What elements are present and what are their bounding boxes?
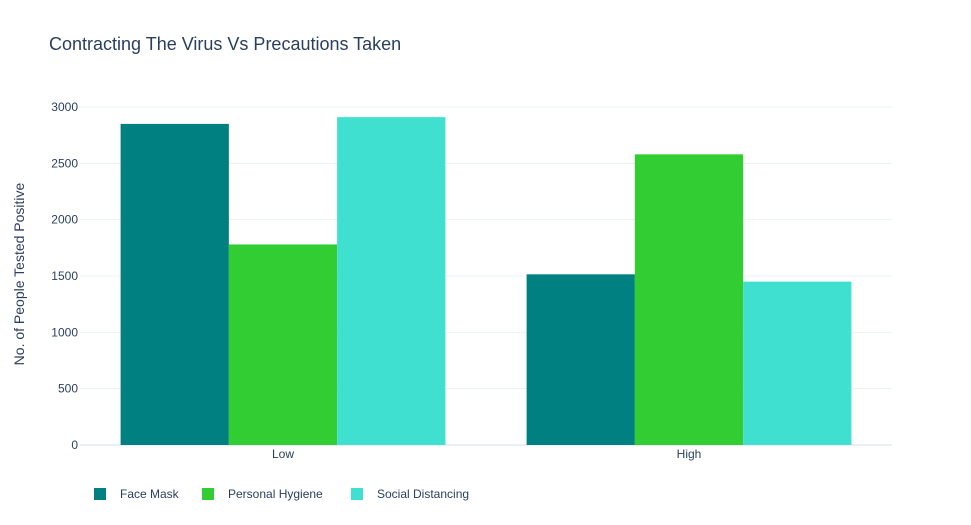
chart-title: Contracting The Virus Vs Precautions Tak… bbox=[49, 34, 401, 54]
legend[interactable]: Face Mask Personal Hygiene Social Distanci… bbox=[94, 487, 469, 501]
legend-label: Personal Hygiene bbox=[228, 487, 323, 501]
x-tick-label: High bbox=[677, 447, 702, 461]
legend-item-personal-hygiene[interactable]: Personal Hygiene bbox=[202, 487, 323, 501]
x-axis-ticks: Low High bbox=[272, 447, 701, 461]
y-tick-label: 3000 bbox=[51, 100, 78, 114]
legend-swatch bbox=[351, 488, 363, 500]
bar-personal-hygiene-low[interactable] bbox=[228, 244, 338, 445]
legend-swatch bbox=[202, 488, 214, 500]
y-tick-label: 2000 bbox=[51, 213, 78, 227]
legend-label: Social Distancing bbox=[377, 487, 469, 501]
x-tick-label: Low bbox=[272, 447, 294, 461]
bar-social-distancing-low[interactable] bbox=[337, 117, 446, 445]
legend-swatch bbox=[94, 488, 106, 500]
y-tick-label: 1000 bbox=[51, 325, 78, 339]
bar-face-mask-low[interactable] bbox=[120, 123, 229, 446]
legend-item-face-mask[interactable]: Face Mask bbox=[94, 487, 180, 501]
y-tick-label: 500 bbox=[58, 382, 78, 396]
legend-label: Face Mask bbox=[120, 487, 180, 501]
bar-social-distancing-high[interactable] bbox=[743, 281, 852, 445]
y-tick-label: 2500 bbox=[51, 156, 78, 170]
y-axis-ticks: 0 500 1000 1500 2000 2500 3000 bbox=[51, 100, 78, 452]
bar-personal-hygiene-high[interactable] bbox=[634, 154, 744, 445]
bar-face-mask-high[interactable] bbox=[526, 274, 635, 445]
bars bbox=[120, 117, 852, 446]
y-tick-label: 1500 bbox=[51, 269, 78, 283]
y-tick-label: 0 bbox=[71, 438, 78, 452]
legend-item-social-distancing[interactable]: Social Distancing bbox=[351, 487, 469, 501]
y-axis-title: No. of People Tested Positive bbox=[11, 182, 27, 365]
